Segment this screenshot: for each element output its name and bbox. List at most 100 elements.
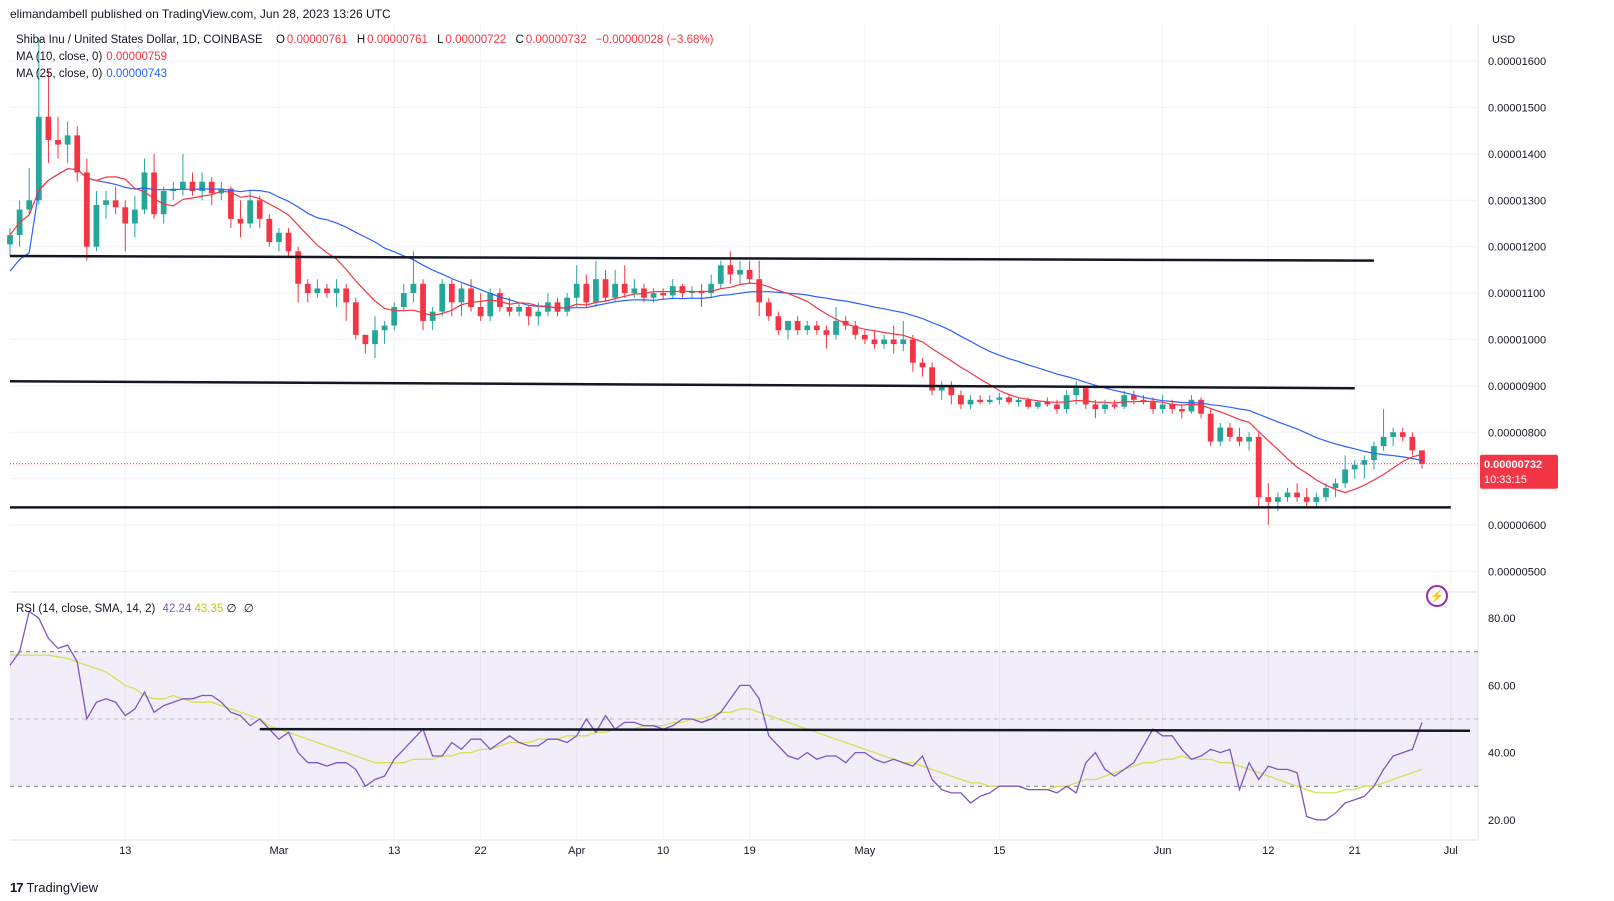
candle-body [621, 283, 628, 294]
candle-body [986, 399, 993, 403]
candle-body [1159, 404, 1166, 410]
currency-label: USD [1492, 34, 1515, 46]
candle-body [1150, 402, 1156, 410]
candle-body [1265, 497, 1272, 502]
candle-body [1361, 460, 1368, 465]
open-label: O [275, 34, 285, 46]
candle-body [737, 269, 743, 275]
candle-body [266, 218, 273, 243]
candle-body [304, 283, 311, 294]
candle-body [45, 116, 52, 140]
candle-body [199, 181, 205, 192]
candle-body [564, 297, 570, 312]
candle-body [333, 288, 340, 294]
candle-body [1419, 450, 1425, 464]
price-tick-label: 0.00001400 [1488, 149, 1546, 161]
candle-body [1380, 436, 1387, 447]
time-tick-label: Jul [1444, 845, 1458, 857]
ma10-legend[interactable]: MA (10, close, 0) 0.00000759 [16, 51, 167, 63]
time-tick-label: 10 [657, 845, 669, 857]
candle-body [93, 204, 100, 247]
time-tick-label: Apr [568, 845, 585, 857]
rsi-sma-value: 43.35 [194, 603, 224, 615]
candle-body [122, 207, 129, 224]
candle-body [1303, 497, 1310, 502]
candle-body [295, 251, 302, 284]
candle-body [967, 399, 974, 405]
ma25-legend[interactable]: MA (25, close, 0) 0.00000743 [16, 68, 167, 80]
candle-body [871, 339, 878, 345]
tradingview-brand: TradingView [26, 880, 99, 895]
time-tick-label: 13 [119, 845, 131, 857]
high-label: H [356, 34, 366, 46]
candle-body [247, 200, 254, 224]
candle-body [996, 397, 1003, 400]
candle-body [343, 288, 350, 303]
candle-body [1102, 404, 1108, 410]
candle-body [1275, 497, 1281, 502]
time-tick-label: 13 [388, 845, 400, 857]
candle-body [958, 395, 964, 405]
candle-body [237, 218, 244, 224]
candle-body [1188, 399, 1195, 412]
candle-body [324, 288, 330, 294]
price-tick-label: 0.00000600 [1488, 520, 1546, 532]
candle-body [852, 325, 859, 335]
rsi-tick-label: 40.00 [1488, 748, 1516, 760]
candle-body [919, 362, 926, 368]
candle-body [612, 283, 619, 298]
candle-body [151, 172, 157, 215]
candle-body [208, 181, 215, 194]
candle-body [1044, 402, 1051, 405]
rsi-tick-label: 80.00 [1488, 613, 1516, 625]
candle-body [468, 288, 474, 307]
candle-body [83, 172, 90, 247]
candle-body [276, 232, 282, 243]
rsi-extra-1: ∅ [226, 603, 237, 615]
candle-body [631, 288, 638, 294]
candle-body [977, 399, 984, 403]
price-tick-label: 0.00001300 [1488, 195, 1546, 207]
rsi-sma-line [10, 654, 1423, 794]
candle-body [55, 139, 61, 145]
lightning-icon[interactable]: ⚡ [1426, 585, 1448, 607]
candle-body [180, 181, 186, 189]
rsi-label: RSI (14, close, SMA, 14, 2) [16, 603, 156, 615]
candle-body [496, 293, 503, 307]
tradingview-footer[interactable]: 17 TradingView [10, 880, 98, 895]
candle-body [141, 172, 148, 210]
price-tick-label: 0.00001500 [1488, 103, 1546, 115]
candle-body [112, 200, 119, 208]
change-value: −0.00000028 (−3.68%) [595, 34, 714, 46]
rsi-tick-label: 60.00 [1488, 680, 1516, 692]
rsi-value: 42.24 [162, 603, 192, 615]
candle-body [506, 307, 513, 312]
candle-body [1351, 464, 1358, 470]
candle-body [362, 334, 369, 345]
candle-body [1207, 413, 1214, 442]
candle-body [256, 200, 263, 219]
time-tick-label: 12 [1262, 845, 1274, 857]
candle-body [669, 286, 676, 296]
candle-body [285, 232, 292, 252]
time-tick-label: Mar [269, 845, 288, 857]
symbol-title[interactable]: Shiba Inu / United States Dollar, 1D, CO… [16, 34, 263, 46]
candle-body [813, 325, 820, 331]
candle-body [593, 279, 599, 303]
candle-body [1342, 469, 1349, 484]
ma10-value: 0.00000759 [106, 51, 168, 63]
countdown-label: 10:33:15 [1484, 474, 1527, 486]
rsi-legend[interactable]: RSI (14, close, SMA, 14, 2) 42.24 43.35 … [16, 601, 258, 615]
candle-body [35, 116, 42, 201]
high-value: 0.00000761 [367, 34, 428, 46]
candle-body [890, 339, 897, 345]
publisher-text: elimandambell published on TradingView.c… [10, 7, 391, 21]
candle-body [1294, 492, 1300, 498]
candle-body [910, 339, 916, 363]
candle-body [314, 288, 321, 294]
candle-body [948, 385, 955, 396]
candle-body [1092, 404, 1099, 410]
price-tick-label: 0.00001000 [1488, 334, 1546, 346]
candle-body [583, 283, 590, 303]
